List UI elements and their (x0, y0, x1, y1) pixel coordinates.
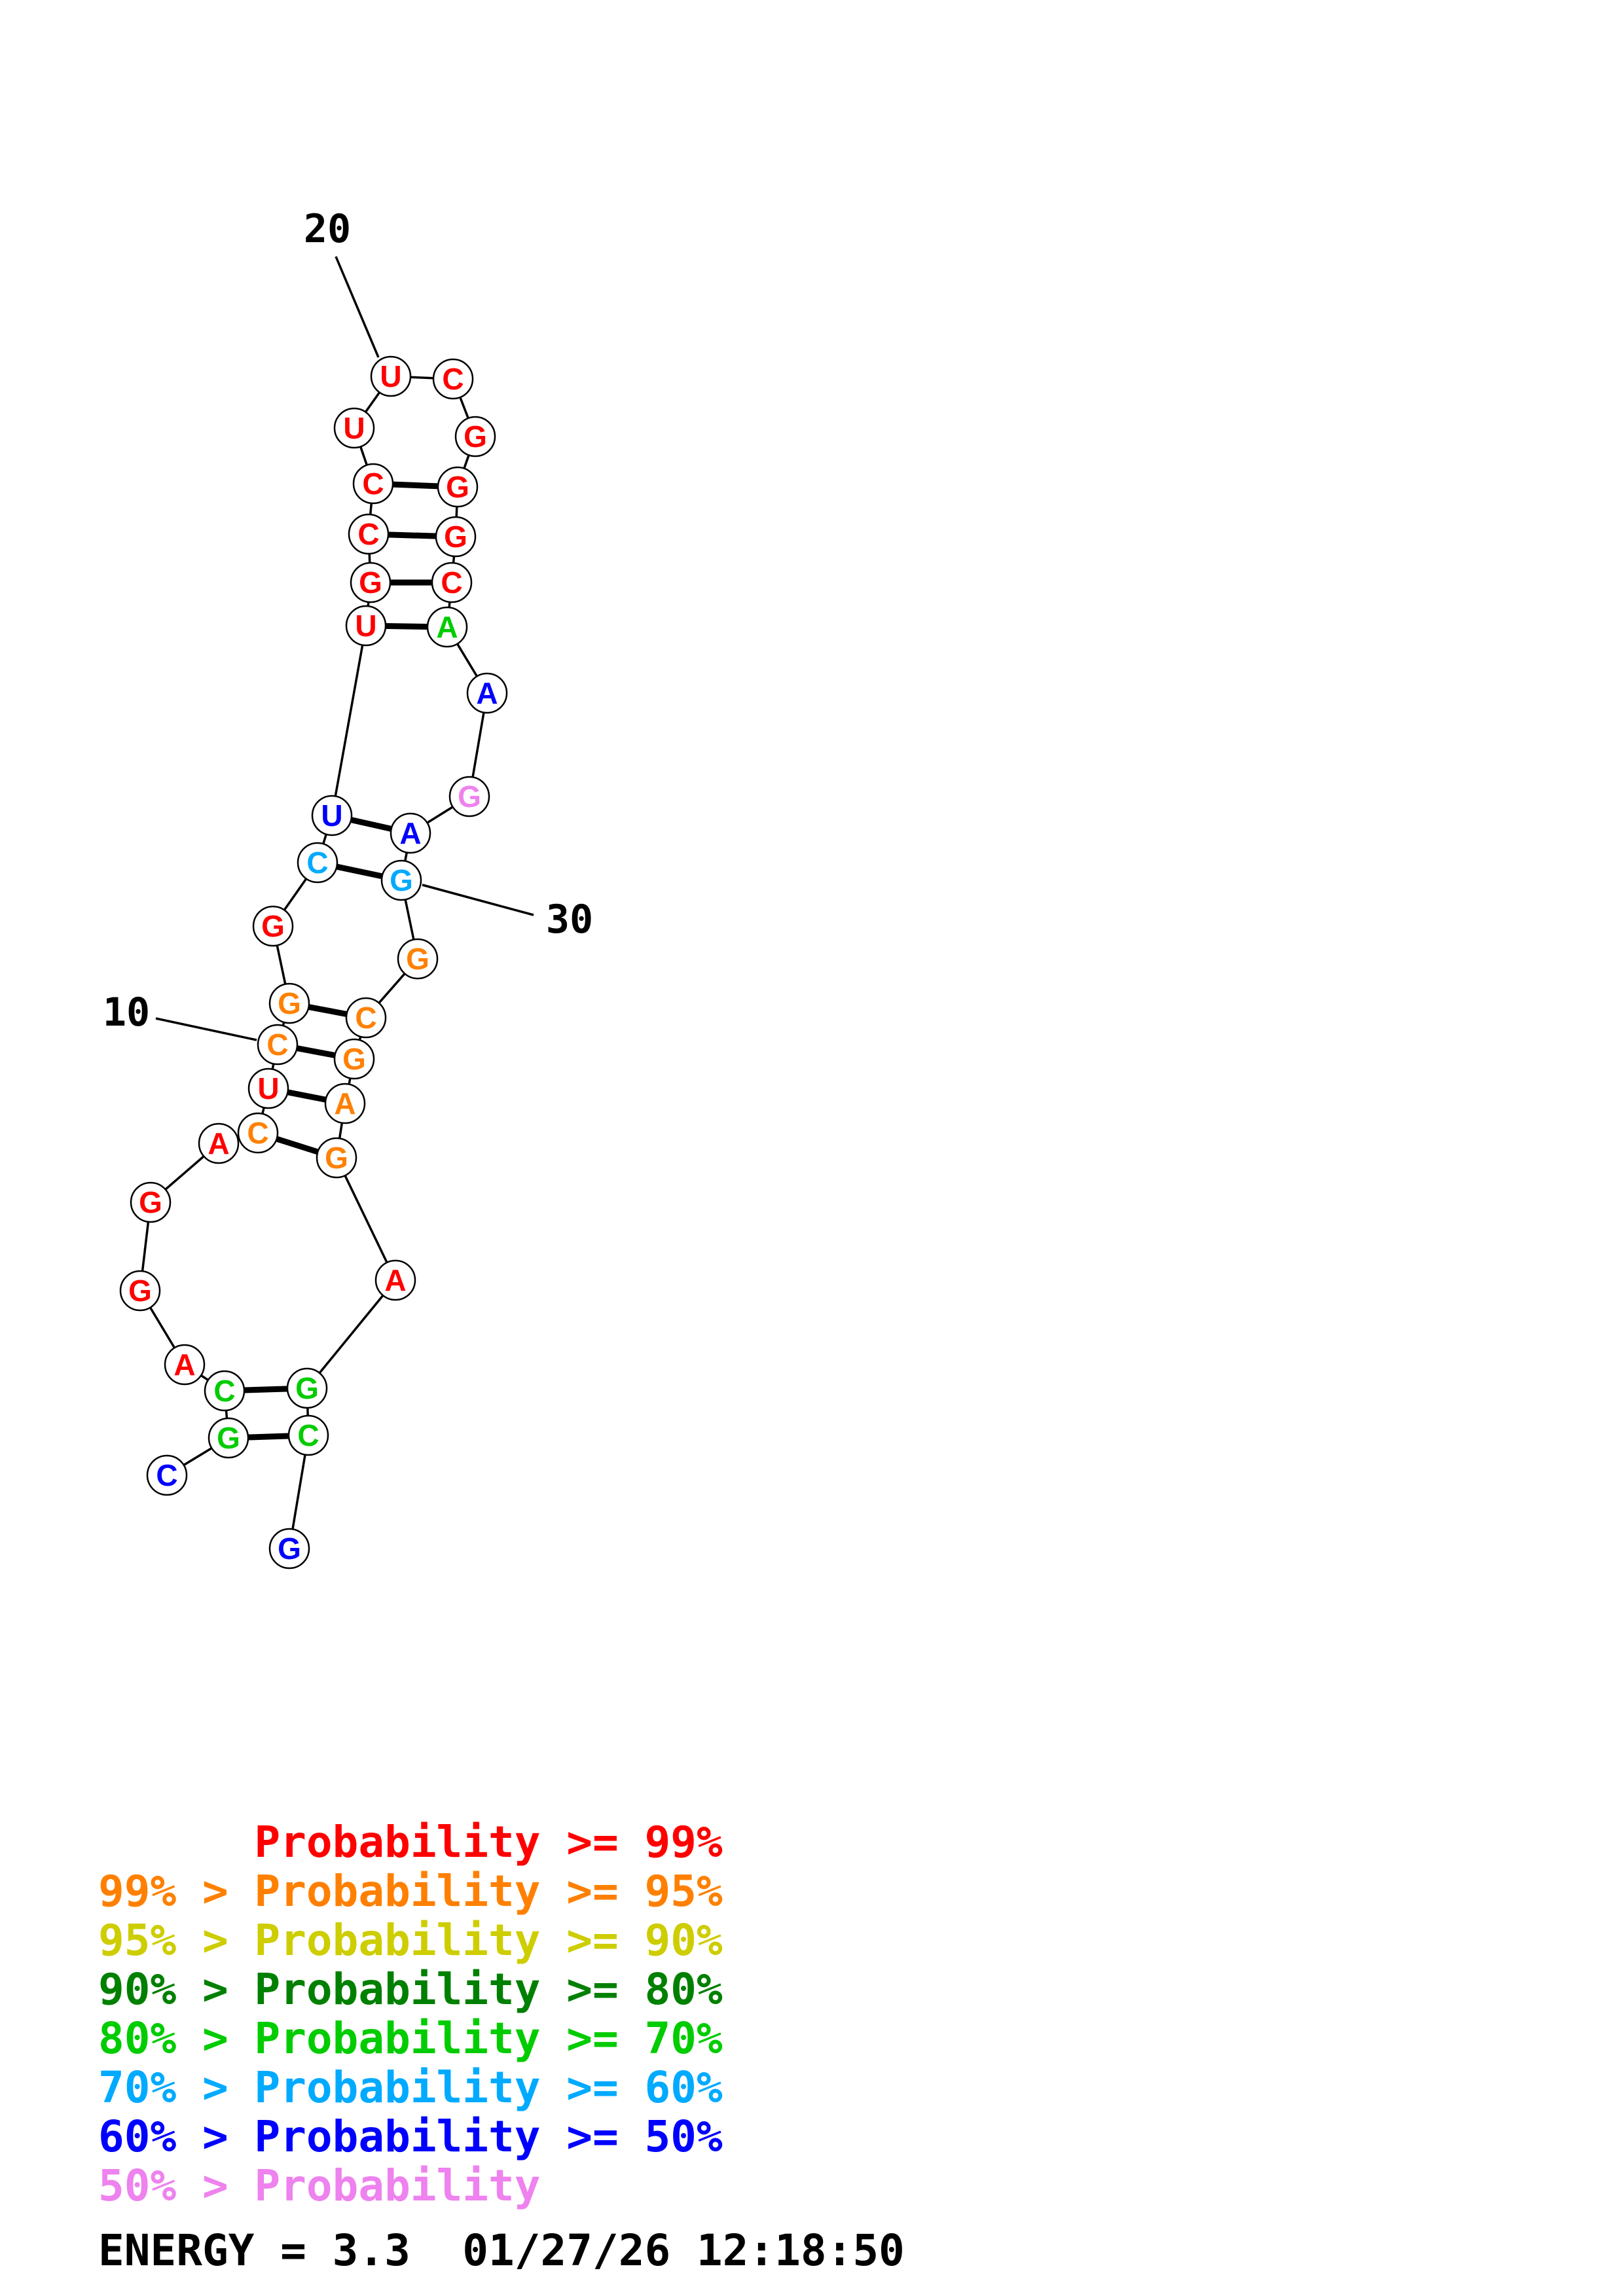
legend-item-p50: 60% > Probability >= 50% (98, 2111, 723, 2162)
nucleotide-circle-A27 (466, 672, 508, 714)
nucleotide-circle-G22 (454, 416, 496, 457)
nucleotide-circle-C1 (146, 1454, 188, 1496)
nucleotide-circle-A26 (426, 606, 468, 648)
probability-legend: Probability >= 99% 99% > Probability >= 9… (98, 1818, 723, 2210)
label-line (155, 1017, 257, 1041)
nucleotide-C8: C (247, 1116, 268, 1150)
nucleotide-circle-G23 (437, 466, 479, 508)
nucleotide-circle-U15 (345, 605, 387, 647)
nucleotide-circle-A4 (164, 1344, 206, 1386)
nucleotide-circle-G31 (397, 938, 439, 980)
nucleotide-C10: C (266, 1028, 288, 1062)
nucleotide-circle-G6 (130, 1181, 172, 1223)
nucleotide-A34: A (334, 1086, 356, 1121)
nucleotide-circle-A34 (324, 1083, 366, 1124)
nucleotide-circle-G12 (252, 905, 294, 947)
nucleotide-C13: C (306, 846, 328, 880)
nucleotide-C1: C (156, 1458, 177, 1492)
nucleotide-G35: G (325, 1141, 348, 1175)
nucleotide-G2: G (217, 1421, 240, 1455)
nucleotide-G31: G (406, 942, 429, 976)
nucleotide-G37: G (295, 1371, 319, 1405)
nucleotide-circle-C25 (431, 562, 473, 603)
nucleotide-G33: G (342, 1042, 366, 1076)
nucleotide-U19: U (343, 411, 365, 445)
nucleotide-A29: A (399, 816, 421, 850)
nucleotide-circle-G16 (350, 562, 392, 603)
nucleotide-G28: G (458, 780, 481, 814)
backbone-bond (306, 1279, 397, 1390)
nucleotide-circle-G33 (333, 1038, 375, 1080)
legend-item-p70: 80% > Probability >= 70% (98, 2013, 723, 2064)
nucleotide-C25: C (441, 565, 462, 600)
sequence-number-20: 20 (304, 206, 351, 252)
nucleotide-A36: A (384, 1263, 406, 1297)
nucleotide-circle-C18 (352, 463, 394, 505)
nucleotide-G24: G (444, 520, 467, 554)
nucleotide-G30: G (390, 863, 413, 897)
nucleotide-circle-C38 (287, 1414, 329, 1456)
legend-item-p80: 90% > Probability >= 80% (98, 1964, 723, 2015)
energy-annotation: ENERGY = 3.3 01/27/26 12:18:50 (98, 2225, 905, 2276)
nucleotide-circle-G28 (448, 776, 490, 817)
sequence-number-30: 30 (546, 897, 593, 942)
nucleotide-U20: U (380, 359, 401, 393)
nucleotide-circle-C3 (204, 1370, 246, 1412)
legend-item-p95: 99% > Probability >= 95% (98, 1866, 723, 1916)
legend-item-p99: Probability >= 99% (98, 1817, 723, 1867)
nucleotide-circle-G11 (268, 982, 310, 1024)
backbone-bond (335, 1157, 397, 1281)
nucleotide-circle-U19 (333, 407, 375, 449)
nucleotide-G5: G (128, 1274, 152, 1308)
nucleotide-circle-G5 (119, 1270, 161, 1312)
nucleotide-U9: U (257, 1071, 279, 1105)
nucleotide-circle-G35 (316, 1137, 357, 1179)
nucleotide-circle-C13 (297, 842, 338, 884)
nucleotide-circle-U14 (311, 795, 353, 836)
nucleotide-circle-G24 (435, 516, 477, 558)
nucleotide-G22: G (464, 420, 487, 454)
nucleotide-circle-C10 (257, 1024, 299, 1066)
nucleotide-circle-G30 (380, 859, 422, 901)
nucleotide-G16: G (359, 565, 382, 600)
nucleotide-circle-C32 (345, 997, 387, 1039)
label-line (422, 884, 534, 916)
nucleotide-G11: G (278, 986, 301, 1020)
nucleotide-A26: A (436, 610, 458, 644)
nucleotide-U15: U (355, 609, 376, 643)
nucleotide-G12: G (261, 909, 285, 943)
nucleotide-circle-G2 (208, 1417, 249, 1459)
legend-item-p60: 70% > Probability >= 60% (98, 2062, 723, 2113)
nucleotide-G6: G (139, 1185, 162, 1219)
nucleotide-C32: C (355, 1001, 376, 1035)
nucleotide-circle-A36 (374, 1259, 416, 1301)
nucleotide-G39: G (278, 1532, 301, 1566)
nucleotide-G23: G (446, 470, 469, 504)
legend-item-p90: 95% > Probability >= 90% (98, 1915, 723, 1965)
nucleotide-A27: A (476, 676, 498, 710)
nucleotide-circle-C8 (237, 1112, 279, 1154)
sequence-number-10: 10 (103, 990, 150, 1035)
nucleotide-circle-C21 (432, 358, 474, 400)
nucleotide-circle-A29 (390, 812, 431, 854)
nucleotide-A7: A (208, 1126, 229, 1160)
nucleotide-A4: A (173, 1348, 195, 1382)
nucleotide-circle-A7 (198, 1122, 240, 1164)
nucleotide-C3: C (213, 1374, 235, 1408)
backbone-bond (331, 625, 367, 816)
nucleotide-circle-G39 (268, 1528, 310, 1570)
nucleotide-circle-G37 (286, 1367, 328, 1409)
nucleotide-C17: C (357, 517, 379, 551)
nucleotide-circle-U20 (370, 355, 412, 397)
legend-item-plt50: 50% > Probability (98, 2161, 541, 2211)
nucleotide-C21: C (442, 362, 464, 396)
label-line (335, 256, 380, 358)
nucleotide-U14: U (321, 798, 342, 833)
nucleotide-C38: C (297, 1418, 319, 1452)
nucleotide-circle-U9 (247, 1067, 289, 1109)
nucleotide-C18: C (362, 467, 384, 501)
nucleotide-circle-C17 (348, 513, 390, 555)
